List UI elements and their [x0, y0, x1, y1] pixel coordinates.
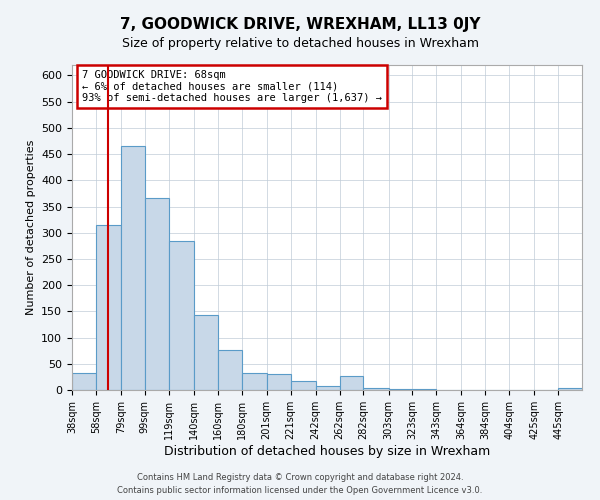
Y-axis label: Number of detached properties: Number of detached properties — [26, 140, 35, 315]
Bar — [121, 146, 145, 390]
Bar — [266, 374, 290, 390]
Bar — [72, 373, 96, 390]
Bar — [290, 380, 316, 390]
Bar — [340, 376, 364, 390]
Text: Size of property relative to detached houses in Wrexham: Size of property relative to detached ho… — [121, 38, 479, 51]
Text: 7 GOODWICK DRIVE: 68sqm
← 6% of detached houses are smaller (114)
93% of semi-de: 7 GOODWICK DRIVE: 68sqm ← 6% of detached… — [82, 70, 382, 103]
Bar — [316, 386, 340, 390]
X-axis label: Distribution of detached houses by size in Wrexham: Distribution of detached houses by size … — [164, 444, 490, 458]
Bar — [389, 389, 412, 390]
Bar — [364, 388, 389, 390]
Text: 7, GOODWICK DRIVE, WREXHAM, LL13 0JY: 7, GOODWICK DRIVE, WREXHAM, LL13 0JY — [120, 18, 480, 32]
Bar — [558, 388, 582, 390]
Text: Contains HM Land Registry data © Crown copyright and database right 2024.
Contai: Contains HM Land Registry data © Crown c… — [118, 474, 482, 495]
Bar — [242, 372, 266, 390]
Bar — [169, 241, 194, 390]
Bar — [218, 350, 242, 390]
Bar — [145, 198, 169, 390]
Bar — [194, 314, 218, 390]
Bar — [96, 225, 121, 390]
